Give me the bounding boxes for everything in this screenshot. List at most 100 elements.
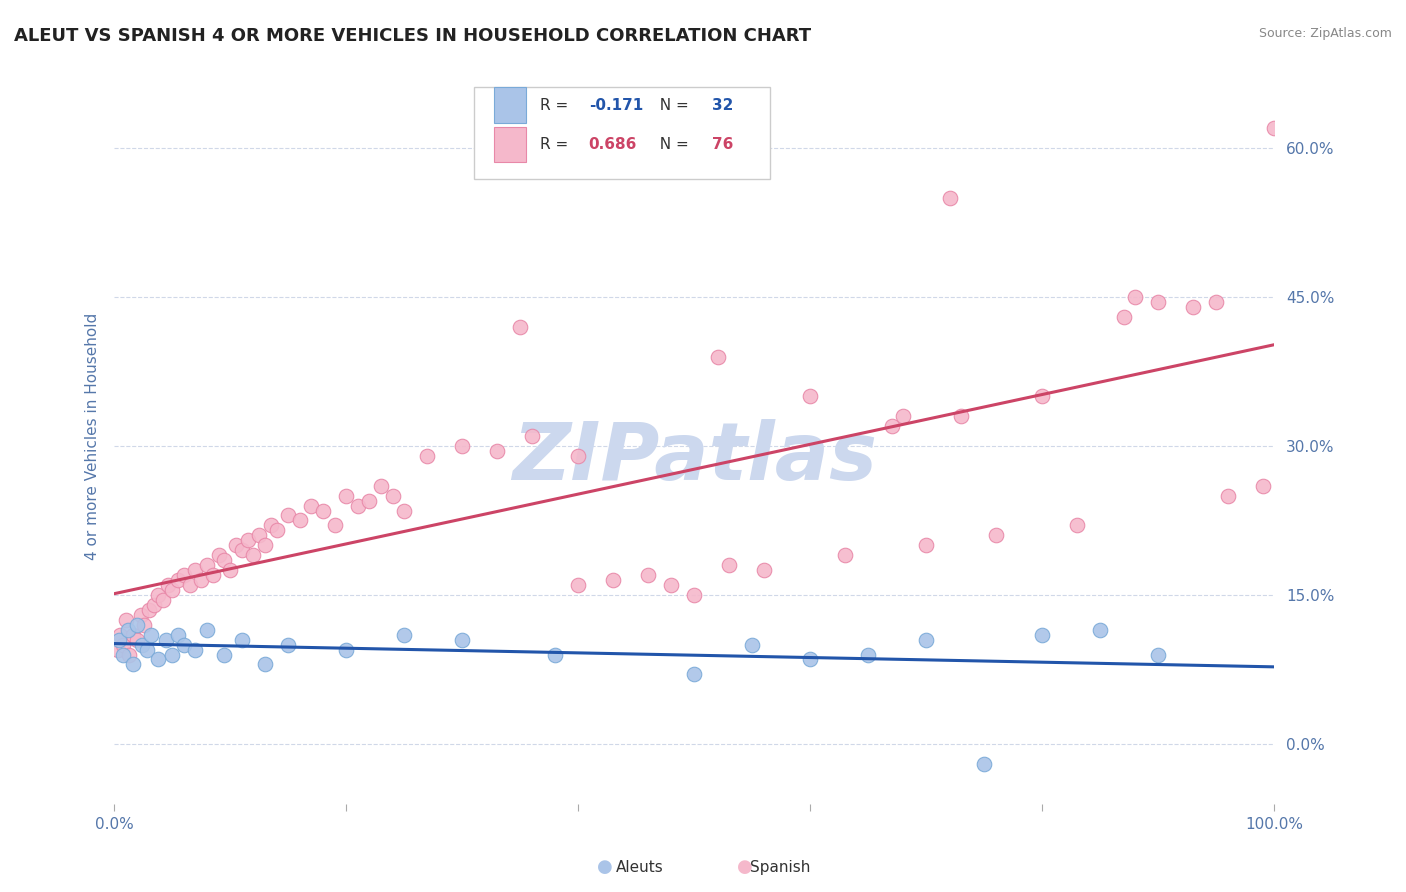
Point (127, 617, 149, 632)
Point (394, 628, 416, 642)
Point (214, 553, 236, 567)
Point (112, 648, 135, 662)
Text: Aleuts: Aleuts (616, 861, 664, 875)
Point (706, 350, 728, 364)
Point (683, 588, 706, 602)
Point (880, 419, 903, 434)
Y-axis label: 4 or more Vehicles in Household: 4 or more Vehicles in Household (86, 312, 100, 559)
Point (277, 638, 299, 652)
Point (567, 578, 589, 592)
Point (938, 191, 960, 205)
Point (335, 489, 357, 503)
Point (973, 756, 995, 771)
Point (1182, 300, 1205, 314)
Point (201, 568, 224, 582)
Point (509, 319, 531, 334)
Text: 32: 32 (711, 97, 733, 112)
Point (1205, 294, 1227, 309)
FancyBboxPatch shape (494, 128, 526, 162)
Text: Source: ZipAtlas.com: Source: ZipAtlas.com (1258, 27, 1392, 40)
Point (359, 493, 381, 508)
Point (253, 538, 276, 552)
Point (155, 632, 177, 647)
Point (118, 648, 141, 662)
Point (1147, 648, 1170, 662)
Text: R =: R = (540, 137, 574, 153)
Point (121, 628, 143, 642)
Point (1251, 478, 1274, 492)
Point (984, 528, 1007, 542)
Point (225, 538, 247, 552)
Text: Spanish: Spanish (751, 861, 810, 875)
Point (288, 513, 311, 527)
Point (121, 657, 143, 672)
Point (602, 573, 624, 587)
Text: 0.686: 0.686 (589, 137, 637, 153)
Point (394, 503, 416, 517)
Point (1147, 294, 1170, 309)
Point (253, 657, 276, 672)
Point (247, 528, 270, 542)
Point (107, 642, 129, 657)
Point (1112, 310, 1135, 324)
Point (173, 638, 195, 652)
Point (160, 648, 183, 662)
Point (260, 518, 283, 533)
Point (451, 439, 474, 453)
Point (335, 642, 357, 657)
Point (266, 524, 288, 538)
Point (129, 607, 152, 622)
Point (370, 478, 392, 492)
Point (236, 533, 259, 548)
Point (142, 598, 165, 612)
Point (718, 558, 741, 573)
Point (184, 642, 207, 657)
Text: -0.171: -0.171 (589, 97, 643, 112)
Point (156, 578, 179, 592)
Text: R =: R = (540, 97, 574, 112)
Point (799, 389, 821, 403)
Point (207, 548, 229, 562)
Point (915, 538, 938, 552)
Point (219, 563, 242, 577)
Point (520, 429, 543, 443)
Point (108, 632, 131, 647)
Point (117, 623, 139, 637)
Point (231, 543, 253, 558)
Point (141, 628, 163, 642)
Point (114, 613, 136, 627)
Point (683, 667, 706, 681)
Point (858, 648, 880, 662)
Point (1031, 389, 1053, 403)
Point (242, 548, 264, 562)
Point (112, 638, 135, 652)
Point (381, 489, 404, 503)
Point (544, 648, 567, 662)
Point (195, 558, 218, 573)
Point (1031, 628, 1053, 642)
Point (231, 632, 253, 647)
Point (138, 603, 160, 617)
Point (416, 449, 439, 463)
Point (214, 648, 236, 662)
Point (167, 628, 190, 642)
Point (135, 642, 157, 657)
Text: N =: N = (650, 137, 693, 153)
Point (567, 449, 589, 463)
Point (179, 578, 201, 592)
Point (301, 499, 323, 513)
Point (799, 652, 821, 666)
Text: 76: 76 (711, 137, 733, 153)
Point (323, 518, 346, 533)
Point (1263, 121, 1285, 136)
Point (347, 499, 370, 513)
Point (312, 503, 335, 517)
Point (131, 638, 153, 652)
Point (277, 508, 299, 523)
Point (834, 548, 856, 562)
Point (1090, 623, 1112, 637)
Point (127, 632, 149, 647)
Point (167, 573, 190, 587)
Point (950, 409, 973, 424)
Text: ZIPatlas: ZIPatlas (512, 419, 877, 497)
